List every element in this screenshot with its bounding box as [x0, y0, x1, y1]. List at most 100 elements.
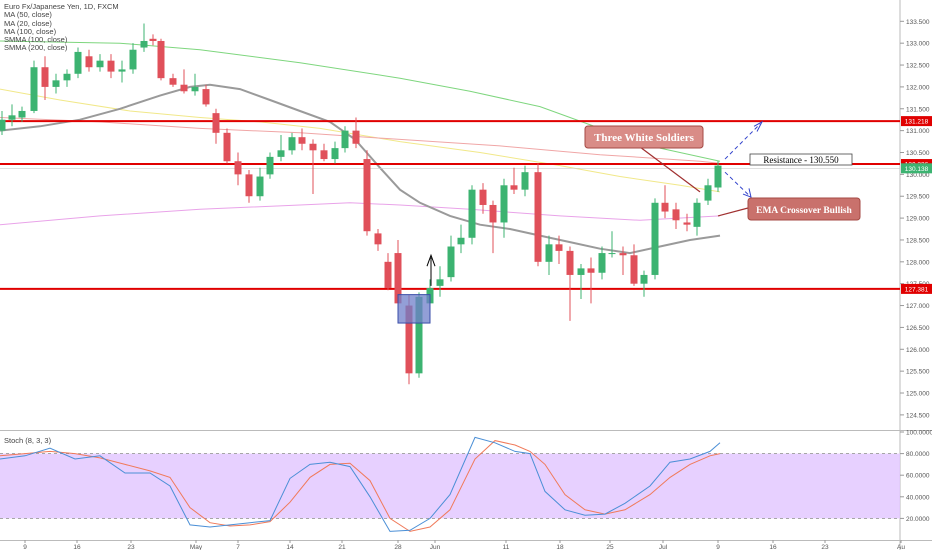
candle-body	[479, 189, 487, 205]
price-axis: 133.500 133.000 132.500 132.000 131.500 131.0…	[900, 19, 930, 419]
candle-body	[587, 268, 595, 273]
price-tick-label: 132.000	[906, 84, 930, 91]
time-tick-label: Au	[897, 544, 905, 550]
symbol-title: Euro Fx/Japanese Yen, 1D, FXCM	[4, 2, 119, 11]
candle-body	[352, 130, 360, 144]
candle-body	[661, 202, 669, 212]
stoch-tick-label: 60.0000	[906, 473, 930, 480]
candle-body	[598, 253, 606, 273]
candle-body	[566, 250, 574, 275]
time-tick-label: 23	[127, 544, 135, 550]
candle-body	[191, 86, 199, 92]
candle-body	[202, 89, 210, 105]
candle-body	[714, 165, 722, 188]
price-tick-label: 124.500	[906, 412, 930, 419]
price-tick-label: 130.500	[906, 150, 930, 157]
price-badge-label: 131.218	[905, 119, 929, 126]
three-white-soldiers-box	[584, 125, 704, 149]
candle-body	[384, 261, 392, 289]
resistance-label: Resistance - 130.550	[763, 155, 839, 165]
candle-body	[169, 78, 177, 85]
price-badge	[901, 163, 932, 174]
price-tick-label: 132.500	[906, 63, 930, 70]
price-tick-label: 133.500	[906, 19, 930, 26]
time-tick-label: 9	[23, 544, 27, 550]
candle-body	[18, 110, 26, 118]
candle-body	[500, 185, 508, 223]
candle-body	[320, 150, 328, 160]
candle-body	[74, 51, 82, 74]
candle-body	[672, 209, 680, 221]
pattern-highlight-box	[397, 294, 431, 324]
candle-body	[63, 73, 71, 81]
time-tick-label: May	[190, 544, 203, 550]
stoch-tick-label: 40.0000	[906, 494, 930, 501]
price-badge	[901, 116, 932, 127]
candle-body	[704, 185, 712, 201]
candle-body	[180, 84, 188, 92]
candle-body	[298, 137, 306, 144]
time-tick-label: 7	[236, 544, 240, 550]
candle-body	[640, 274, 648, 284]
candle-body	[212, 113, 220, 133]
stoch-k-line	[0, 436, 721, 532]
price-badge	[901, 283, 932, 294]
candle-body	[245, 174, 253, 197]
candle-body	[521, 172, 529, 190]
price-badge-label: 127.381	[905, 286, 929, 293]
candle-body	[0, 119, 6, 131]
candle-body	[8, 115, 16, 120]
price-tick-label: 128.000	[906, 259, 930, 266]
stoch-band	[0, 453, 900, 519]
up-arrow-head	[426, 253, 436, 267]
candle-body	[693, 202, 701, 227]
candle-body	[157, 40, 165, 79]
ma-line	[0, 117, 721, 164]
stoch-d-line	[0, 440, 721, 532]
candlesticks	[0, 23, 722, 385]
price-tick-label: 126.500	[906, 325, 930, 332]
price-tick-label: 125.500	[906, 369, 930, 376]
stochastic-oscillator	[0, 436, 900, 532]
price-tick-label: 131.500	[906, 106, 930, 113]
candle-body	[374, 233, 382, 245]
candle-body	[510, 185, 518, 190]
candle-body	[447, 246, 455, 278]
legend-ma50: MA (50, close)	[4, 10, 52, 20]
candle-body	[405, 305, 413, 374]
price-tick-label: 127.000	[906, 303, 930, 310]
time-tick-label: 28	[394, 544, 402, 550]
legend-ma20: MA (20, close)	[4, 18, 52, 28]
candle-body	[489, 204, 497, 223]
ma-line	[0, 202, 721, 226]
time-tick-label: 14	[286, 544, 294, 550]
price-tick-label: 128.500	[906, 237, 930, 244]
candle-body	[436, 279, 444, 286]
candle-body	[394, 253, 402, 304]
candle-body	[85, 56, 93, 68]
time-tick-label: Jul	[659, 544, 668, 550]
candle-body	[234, 161, 242, 175]
time-tick-label: Jun	[430, 544, 441, 550]
candle-body	[223, 132, 231, 162]
price-tick-label: 131.000	[906, 128, 930, 135]
legend-smma100: SMMA (100, close)	[4, 35, 68, 45]
candle-body	[630, 255, 638, 284]
stoch-tick-label: 100.0000	[906, 430, 932, 437]
stoch-axis: 100.0000 80.0000 60.0000 40.0000 20.0000	[900, 430, 932, 523]
annotations[interactable]: Three White Soldiers EMA Crossover Bullis…	[397, 120, 861, 324]
stoch-tick-label: 20.0000	[906, 516, 930, 523]
projection-up-head	[753, 120, 764, 132]
projection-down-arrow	[724, 171, 751, 197]
time-tick-label: 23	[821, 544, 829, 550]
candle-body	[140, 40, 148, 48]
candle-body	[341, 130, 349, 149]
candle-body	[149, 38, 157, 41]
candle-body	[555, 244, 563, 251]
resistance-box	[749, 153, 853, 166]
candle-body	[651, 202, 659, 275]
time-tick-label: 18	[556, 544, 564, 550]
time-tick-label: 21	[338, 544, 346, 550]
